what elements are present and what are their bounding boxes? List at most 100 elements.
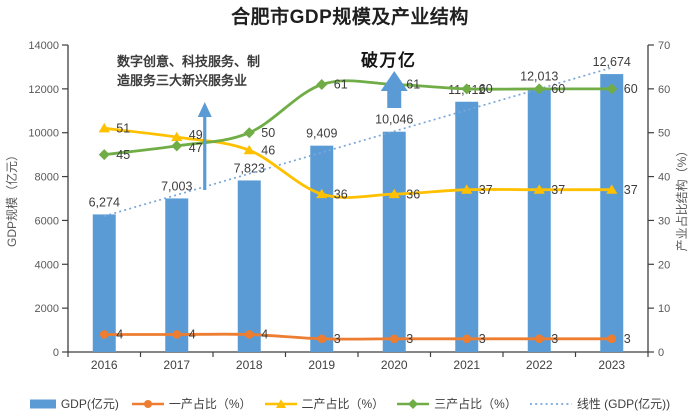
point-series1-2016: [98, 122, 110, 133]
point-series0-2019: [317, 334, 327, 344]
bar-label-2023: 12,674: [593, 55, 631, 69]
point-series1-2020: [388, 188, 400, 199]
point-label-series1-2022: 37: [551, 183, 565, 197]
point-label-series2-2017: 47: [189, 141, 203, 155]
point-label-series2-2016: 45: [116, 148, 130, 162]
point-label-series0-2019: 3: [334, 332, 341, 346]
legend-label-series1: 二产占比（%）: [301, 397, 385, 411]
right-axis-tick-label: 70: [658, 40, 670, 52]
right-axis-tick-label: 10: [658, 303, 670, 315]
point-label-series1-2017: 49: [189, 128, 203, 142]
legend-label-series2: 三产占比（%）: [434, 397, 517, 411]
annotation-trillion-breakthrough: 破万亿: [361, 51, 417, 70]
legend-item-series0[interactable]: 一产占比（%）: [131, 395, 252, 412]
point-label-series0-2021: 3: [479, 332, 486, 346]
point-series2-2022: [533, 83, 545, 95]
point-label-series1-2019: 36: [334, 187, 348, 201]
bar-label-2019: 9,409: [306, 127, 337, 141]
left-axis-title: GDP规模（亿元）: [4, 149, 19, 247]
bar-2018: [237, 180, 261, 352]
right-axis-tick-label: 30: [658, 215, 670, 227]
point-series0-2016: [99, 330, 109, 339]
line-series-2: [102, 79, 614, 156]
right-axis-tick-label: 50: [658, 128, 670, 140]
point-series1-2018: [243, 144, 255, 155]
left-axis-tick-label: 12000: [28, 84, 59, 96]
x-axis-label: 2016: [91, 358, 118, 372]
point-series0-2018: [244, 330, 254, 339]
bar-label-2022: 12,013: [520, 70, 558, 84]
point-series0-2017: [172, 330, 182, 339]
point-label-series0-2022: 3: [551, 332, 558, 346]
legend-swatch-trend-icon: [529, 402, 572, 405]
legend-item-series2[interactable]: 三产占比（%）: [397, 395, 517, 412]
x-axis-label: 2020: [381, 358, 408, 372]
left-axis-tick-label: 8000: [35, 172, 59, 184]
bar-label-2018: 7,823: [234, 161, 265, 175]
annotation-arrow-emerging-services: [197, 102, 212, 190]
bar-2021: [455, 101, 479, 352]
point-label-series2-2023: 60: [624, 82, 638, 96]
x-axis-label: 2019: [308, 358, 335, 372]
point-label-series2-2020: 61: [406, 78, 420, 92]
bar-label-2016: 6,274: [89, 195, 120, 209]
right-axis-tick-label: 40: [658, 172, 670, 184]
point-label-series1-2020: 36: [406, 187, 420, 201]
point-series0-2020: [389, 334, 399, 344]
point-series2-2018: [243, 127, 255, 139]
point-series1-2021: [461, 184, 473, 194]
bar-label-2017: 7,003: [161, 179, 192, 193]
left-axis-tick-label: 6000: [35, 215, 59, 227]
point-label-series1-2023: 37: [624, 183, 638, 197]
point-series1-2022: [533, 184, 545, 194]
x-axis-label: 2022: [526, 358, 553, 372]
left-axis-tick-label: 10000: [28, 128, 59, 140]
bar-2022: [527, 88, 551, 352]
point-series1-2019: [316, 188, 328, 199]
bar-2023: [600, 74, 624, 353]
bar-2019: [310, 145, 334, 352]
left-axis-tick-label: 2000: [35, 303, 59, 315]
legend-item-series1[interactable]: 二产占比（%）: [264, 395, 385, 412]
point-label-series0-2016: 4: [116, 328, 123, 342]
right-axis-tick-label: 60: [658, 84, 670, 96]
bar-label-2020: 10,046: [375, 113, 413, 127]
legend-swatch-series1-icon: [264, 398, 297, 408]
point-series2-2019: [316, 78, 328, 90]
legend-item-trend[interactable]: 线性 (GDP(亿元)): [529, 395, 670, 412]
legend-item-gdp[interactable]: GDP(亿元): [29, 395, 119, 412]
point-label-series1-2018: 46: [261, 143, 275, 157]
chart-title: 合肥市GDP规模及产业结构: [231, 7, 469, 28]
point-series0-2022: [534, 334, 544, 344]
point-label-series1-2021: 37: [479, 183, 493, 197]
left-axis-tick-label: 14000: [28, 40, 59, 52]
x-axis-label: 2021: [453, 358, 480, 372]
x-axis-label: 2017: [163, 358, 190, 372]
left-axis-tick-label: 4000: [35, 259, 59, 271]
legend-label-gdp: GDP(亿元): [60, 397, 119, 411]
point-series0-2023: [607, 334, 617, 344]
bar-2020: [382, 131, 406, 352]
point-label-series1-2016: 51: [116, 122, 130, 136]
right-axis-tick-label: 20: [658, 259, 670, 271]
bar-2016: [92, 214, 116, 352]
point-series0-2021: [462, 334, 472, 344]
x-axis-label: 2018: [236, 358, 263, 372]
bar-2017: [165, 198, 189, 352]
point-label-series0-2020: 3: [406, 332, 413, 346]
point-label-series2-2022: 60: [551, 82, 565, 96]
left-axis-tick-label: 0: [53, 347, 59, 359]
legend-swatch-series2-icon: [397, 398, 430, 409]
point-series2-2023: [606, 83, 618, 95]
annotation-arrow-trillion: [380, 71, 408, 108]
point-series1-2017: [171, 131, 183, 142]
annotation-emerging-services: 数字创意、科技服务、制造服务三大新兴服务业: [117, 54, 261, 88]
x-axis-label: 2023: [598, 358, 625, 372]
point-label-series2-2021: 60: [479, 82, 493, 96]
legend-swatch-gdp-icon: [29, 399, 56, 408]
line-series-0: [102, 332, 614, 341]
legend-label-series0: 一产占比（%）: [168, 397, 252, 411]
point-series2-2016: [98, 149, 110, 161]
